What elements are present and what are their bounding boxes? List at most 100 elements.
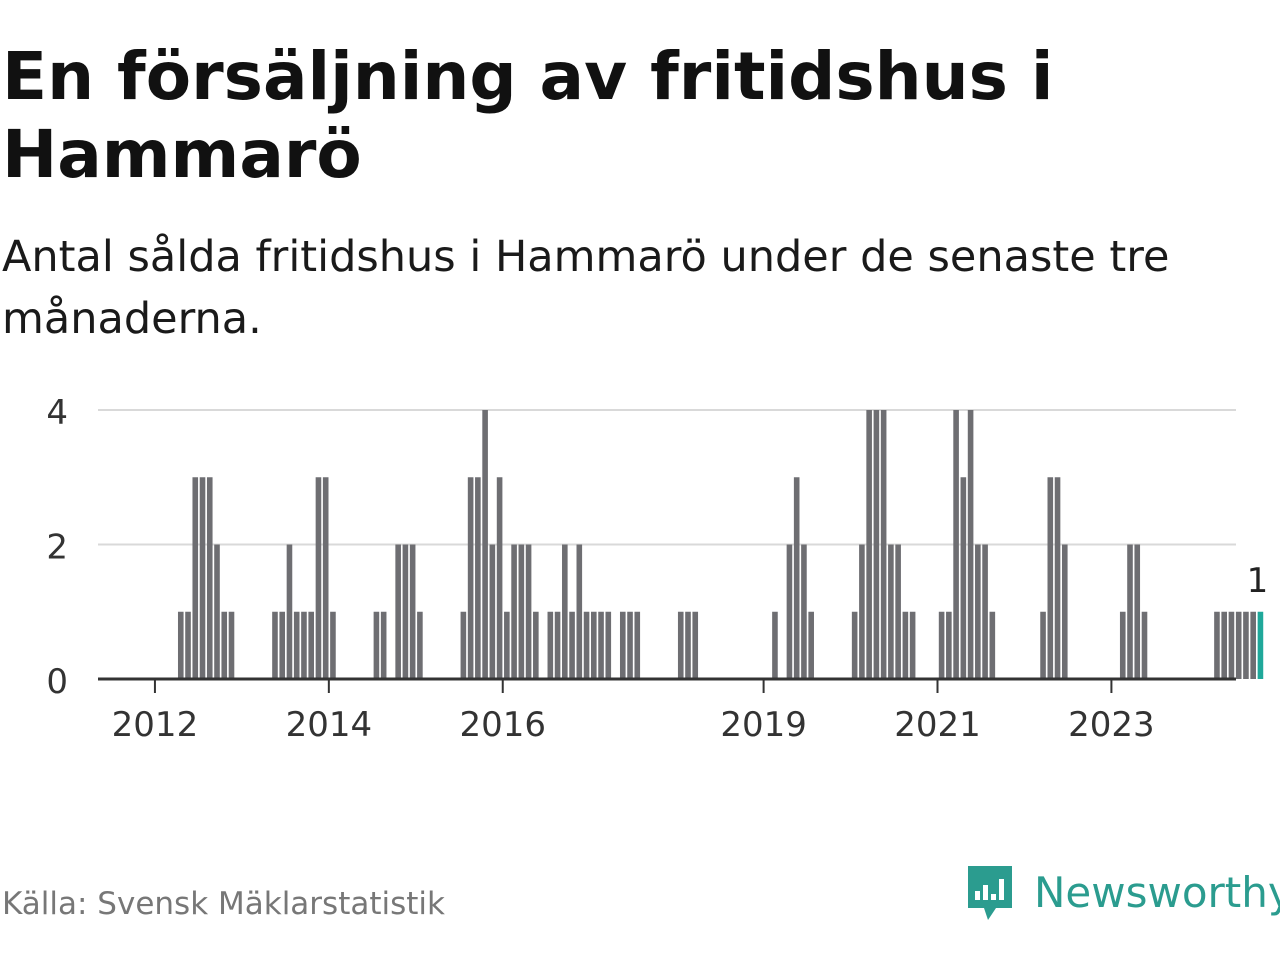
y-tick-label: 0 <box>46 662 68 702</box>
bar <box>496 477 503 679</box>
bar <box>677 611 684 679</box>
gridlines <box>98 409 1236 546</box>
bar <box>272 611 278 679</box>
bar <box>518 544 525 679</box>
x-tick-label: 2019 <box>720 705 807 745</box>
bar <box>895 544 901 679</box>
bar <box>554 611 561 679</box>
bar <box>214 544 220 679</box>
bar-highlight <box>1257 611 1264 679</box>
x-tick-label: 2012 <box>112 705 199 745</box>
bar <box>619 611 626 679</box>
bar <box>786 544 793 679</box>
bar <box>982 544 988 679</box>
bar <box>185 611 191 679</box>
bar <box>402 544 409 679</box>
bar <box>525 544 532 679</box>
bar <box>562 544 568 679</box>
x-tick-label: 2021 <box>894 705 981 745</box>
bar <box>199 477 206 679</box>
bar <box>772 611 778 679</box>
bar <box>206 477 213 679</box>
bar <box>301 611 307 679</box>
bar <box>489 544 496 679</box>
bar <box>1134 544 1141 679</box>
bar <box>598 611 604 679</box>
brand-logo: Newsworthy <box>964 862 1280 924</box>
bar <box>279 611 286 679</box>
bar <box>909 611 916 679</box>
bar <box>808 611 814 679</box>
bar <box>873 410 880 679</box>
bar <box>1221 611 1227 679</box>
bar <box>902 611 909 679</box>
bar <box>576 544 583 679</box>
tick-labels: 0 2 4 2012 2014 2016 2019 2021 2023 <box>46 393 1154 745</box>
chart-title: En försäljning av fritidshus i Hammarö <box>2 38 1054 193</box>
bar <box>504 611 510 679</box>
bar <box>228 611 235 679</box>
bar <box>330 611 336 679</box>
brand-name: Newsworthy <box>1034 868 1280 917</box>
bar <box>1054 477 1061 679</box>
bar <box>1228 611 1235 679</box>
x-tick-label: 2014 <box>286 705 373 745</box>
bar <box>1250 611 1256 679</box>
bar <box>801 544 807 679</box>
bar <box>475 477 481 679</box>
bar <box>989 611 996 679</box>
bar <box>417 611 423 679</box>
bar <box>938 611 945 679</box>
bar <box>859 544 865 679</box>
bar <box>1040 611 1046 679</box>
bar <box>880 410 887 679</box>
highlight-value-label: 1 <box>1247 561 1269 601</box>
bar <box>192 477 199 679</box>
bar <box>1214 611 1220 679</box>
bar <box>605 611 612 679</box>
bar <box>685 611 691 679</box>
bar <box>482 410 488 679</box>
newsworthy-logo-icon <box>968 866 1012 920</box>
bar <box>1127 544 1133 679</box>
bar <box>1235 611 1242 679</box>
bar <box>569 611 575 679</box>
bar <box>460 611 467 679</box>
bar-chart: 0 2 4 2012 2014 2016 2019 2021 2023 1 <box>46 393 1269 745</box>
x-tick-label: 2023 <box>1068 705 1155 745</box>
bar <box>888 544 894 679</box>
bar <box>395 544 401 679</box>
bar <box>975 544 981 679</box>
bar <box>322 477 329 679</box>
bar <box>793 477 800 679</box>
bar <box>286 544 293 679</box>
bar <box>1119 611 1126 679</box>
bar <box>953 410 959 679</box>
bars <box>177 410 1264 679</box>
bar <box>221 611 228 679</box>
bar <box>967 410 974 679</box>
bar <box>851 611 858 679</box>
bar <box>409 544 416 679</box>
x-tick-label: 2016 <box>459 705 546 745</box>
bar <box>946 611 952 679</box>
bar <box>373 611 380 679</box>
bar <box>1243 611 1249 679</box>
bar <box>960 477 967 679</box>
bar <box>866 410 872 679</box>
bar <box>583 611 590 679</box>
bar <box>511 544 517 679</box>
bar <box>590 611 597 679</box>
bar <box>467 477 474 679</box>
bar <box>380 611 387 679</box>
bar <box>634 611 641 679</box>
y-tick-label: 4 <box>46 393 68 433</box>
bar <box>1047 477 1054 679</box>
bar <box>1141 611 1148 679</box>
bar <box>547 611 554 679</box>
bar <box>293 611 300 679</box>
bar <box>692 611 699 679</box>
source-note: Källa: Svensk Mäklarstatistik <box>2 886 445 922</box>
bar <box>533 611 539 679</box>
chart-subtitle: Antal sålda fritidshus i Hammarö under d… <box>2 232 1170 344</box>
